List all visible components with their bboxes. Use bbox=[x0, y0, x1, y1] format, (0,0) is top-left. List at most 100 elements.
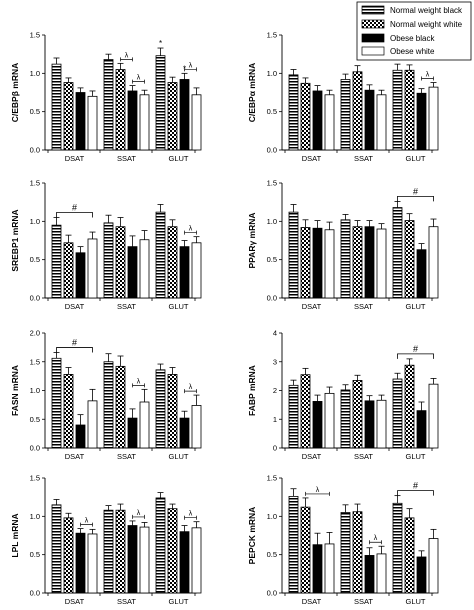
x-tick-label: DSAT bbox=[65, 302, 85, 311]
y-tick-label: 1.5 bbox=[30, 31, 40, 40]
bar-obese-white bbox=[139, 526, 150, 594]
significance-label: # bbox=[413, 481, 418, 491]
chart-panel: 0.0 0.5 1.0 1.5 PPARγ mRNA DSAT SSAT GLUT # bbox=[247, 179, 439, 311]
bar-obese-black bbox=[416, 92, 427, 151]
bar-normal-weight-white bbox=[167, 82, 178, 151]
y-axis-label: C/EBPα mRNA bbox=[247, 63, 257, 123]
y-tick-label: 0 bbox=[273, 444, 277, 453]
bar-normal-weight-white bbox=[352, 380, 363, 449]
bar-obese-white bbox=[324, 229, 335, 299]
chart-panel: 0.0 0.5 1.0 1.5 LPL mRNA DSAT SSAT GLUT λ λ λ bbox=[10, 474, 202, 606]
significance-label: λ bbox=[189, 62, 193, 69]
significance-bracket bbox=[184, 515, 197, 520]
y-tick-label: 1.5 bbox=[267, 179, 277, 188]
x-tick-label: SSAT bbox=[117, 302, 136, 311]
significance-label: λ bbox=[125, 52, 129, 59]
bar-normal-weight-black bbox=[392, 207, 403, 299]
bar-obese-white bbox=[87, 533, 98, 594]
bar-obese-black bbox=[364, 400, 375, 449]
bar-obese-black bbox=[364, 89, 375, 151]
y-tick-label: 0.0 bbox=[267, 294, 277, 303]
significance-bracket bbox=[184, 67, 197, 72]
y-tick-label: 1.5 bbox=[30, 357, 40, 366]
x-tick-label: SSAT bbox=[117, 452, 136, 461]
x-tick-label: GLUT bbox=[405, 597, 425, 606]
bar-normal-weight-white bbox=[63, 373, 74, 449]
bar-normal-weight-white bbox=[352, 226, 363, 299]
bar-obese-black bbox=[75, 424, 86, 449]
y-tick-label: 1.0 bbox=[30, 386, 40, 395]
bar-obese-white bbox=[428, 538, 439, 594]
x-tick-label: DSAT bbox=[65, 452, 85, 461]
significance-bracket bbox=[132, 79, 145, 84]
legend-swatch-obese-black bbox=[361, 33, 385, 43]
y-tick-label: 0.0 bbox=[30, 589, 40, 598]
bar-normal-weight-white bbox=[300, 82, 311, 151]
bar-normal-weight-black bbox=[340, 219, 351, 299]
y-tick-label: 4 bbox=[273, 329, 277, 338]
significance-label: λ bbox=[85, 518, 89, 525]
legend-swatch-normal-white bbox=[361, 19, 385, 29]
significance-label: λ bbox=[426, 72, 430, 79]
significance-bracket bbox=[56, 347, 93, 353]
x-tick-label: SSAT bbox=[117, 597, 136, 606]
y-tick-label: 1.5 bbox=[30, 474, 40, 483]
bar-normal-weight-white bbox=[404, 69, 415, 151]
y-tick-label: 0.5 bbox=[30, 550, 40, 559]
legend-swatch-obese-white bbox=[361, 46, 385, 56]
y-tick-label: 1.5 bbox=[267, 474, 277, 483]
bar-obese-black bbox=[364, 226, 375, 299]
chart-panel: 0.0 0.5 1.0 1.5 C/EBPα mRNA DSAT SSAT GLUT λ bbox=[247, 31, 439, 163]
bar-normal-weight-black bbox=[288, 211, 299, 299]
bar-normal-weight-black bbox=[155, 55, 166, 151]
bar-normal-weight-black bbox=[288, 384, 299, 449]
bar-normal-weight-white bbox=[404, 364, 415, 449]
y-tick-label: 0.5 bbox=[30, 415, 40, 424]
bar-obese-white bbox=[191, 242, 202, 299]
legend-label: Obese white bbox=[390, 47, 435, 56]
bar-normal-weight-black bbox=[103, 222, 114, 299]
y-tick-label: 0.0 bbox=[30, 444, 40, 453]
significance-star: * bbox=[159, 39, 162, 48]
bar-obese-white bbox=[139, 401, 150, 449]
bar-normal-weight-black bbox=[51, 63, 62, 151]
bar-normal-weight-white bbox=[404, 220, 415, 299]
x-tick-label: DSAT bbox=[302, 452, 322, 461]
significance-label: λ bbox=[189, 384, 193, 391]
significance-bracket bbox=[397, 353, 434, 359]
bar-obese-black bbox=[127, 246, 138, 299]
significance-bracket bbox=[56, 212, 93, 218]
bar-normal-weight-black bbox=[340, 512, 351, 594]
bar-obese-black bbox=[312, 90, 323, 151]
significance-star: * bbox=[183, 64, 186, 73]
bar-normal-weight-white bbox=[63, 517, 74, 594]
bar-normal-weight-black bbox=[392, 502, 403, 594]
significance-label: # bbox=[72, 203, 77, 213]
bar-obese-white bbox=[428, 86, 439, 151]
bar-obese-white bbox=[191, 405, 202, 449]
bar-obese-black bbox=[312, 227, 323, 299]
bar-obese-white bbox=[139, 239, 150, 299]
x-tick-label: GLUT bbox=[168, 452, 188, 461]
bar-normal-weight-white bbox=[115, 365, 126, 449]
significance-bracket bbox=[397, 196, 434, 202]
y-tick-label: 1.0 bbox=[30, 69, 40, 78]
bar-obese-white bbox=[324, 543, 335, 594]
bar-obese-black bbox=[127, 525, 138, 594]
significance-bracket bbox=[132, 383, 145, 388]
significance-label: # bbox=[413, 186, 418, 196]
significance-bracket bbox=[421, 76, 434, 81]
y-axis-label: SREBP1 mRNA bbox=[10, 209, 20, 271]
bar-obese-white bbox=[376, 399, 387, 449]
bar-normal-weight-black bbox=[155, 497, 166, 594]
bar-normal-weight-white bbox=[300, 506, 311, 594]
chart-panel: 0 1 2 3 4 FABP mRNA DSAT SSAT GLUT # bbox=[247, 329, 439, 461]
bar-obese-white bbox=[87, 95, 98, 151]
x-tick-label: GLUT bbox=[168, 302, 188, 311]
significance-bracket bbox=[184, 389, 197, 394]
bar-obese-black bbox=[364, 555, 375, 594]
bar-normal-weight-white bbox=[167, 373, 178, 449]
